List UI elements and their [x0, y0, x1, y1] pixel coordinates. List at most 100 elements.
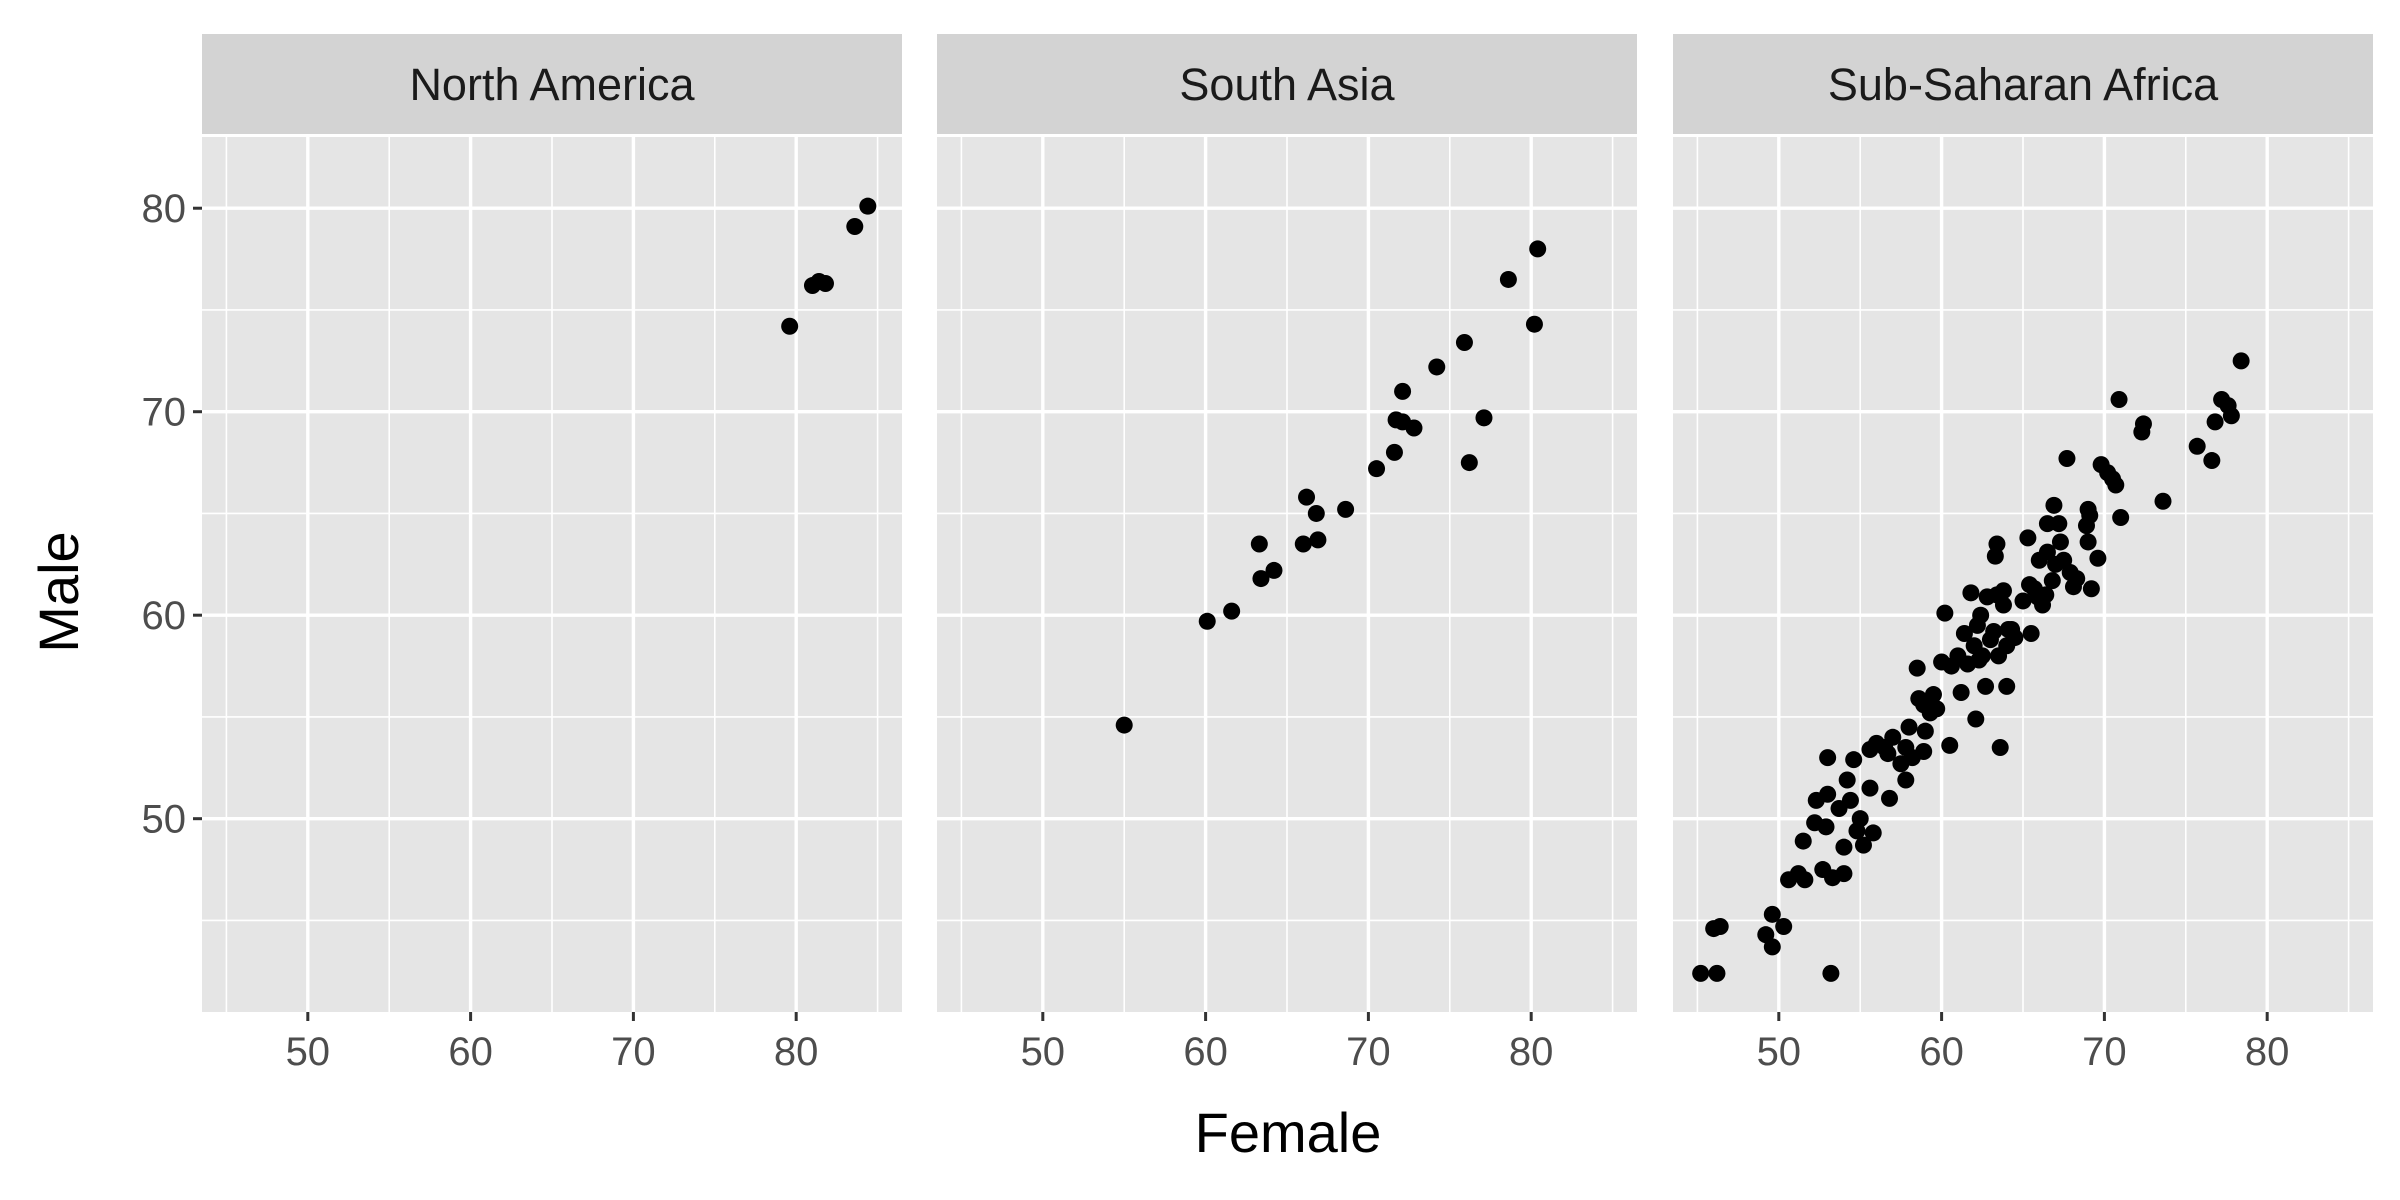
data-point: [1936, 604, 1954, 622]
data-point: [1252, 570, 1270, 588]
data-point: [846, 218, 864, 236]
data-point: [1817, 818, 1835, 836]
data-point: [1955, 625, 1973, 643]
data-point: [1405, 419, 1423, 437]
data-point: [2037, 586, 2055, 604]
data-point: [1822, 964, 1840, 982]
data-point: [1854, 836, 1872, 854]
data-point: [1838, 771, 1856, 789]
x-tick-label: 80: [774, 1030, 819, 1074]
data-point: [1385, 443, 1403, 461]
data-point: [1307, 504, 1325, 522]
data-point: [2014, 592, 2032, 610]
facet-strip-label: South Asia: [1179, 59, 1395, 110]
data-point: [2050, 515, 2068, 533]
data-point: [1851, 810, 1869, 828]
x-tick-label: 70: [1346, 1030, 1391, 1074]
data-point: [781, 317, 799, 335]
data-point: [1977, 677, 1995, 695]
data-point: [1198, 612, 1216, 630]
x-tick-label: 80: [2245, 1030, 2290, 1074]
x-axis-ticks: 50 60 70 80: [1021, 1012, 1554, 1074]
data-point: [1900, 718, 1918, 736]
x-tick-label: 70: [2082, 1030, 2127, 1074]
data-point: [2232, 352, 2250, 370]
data-point: [810, 272, 828, 290]
data-point: [2006, 629, 2024, 647]
data-point: [1884, 728, 1902, 746]
data-point: [1265, 561, 1283, 579]
data-point: [2068, 570, 2086, 588]
data-point: [1794, 832, 1812, 850]
x-tick-label: 60: [1183, 1030, 1228, 1074]
data-point: [1529, 240, 1547, 258]
data-point: [1337, 500, 1355, 518]
data-point: [1309, 531, 1327, 549]
data-point: [1763, 938, 1781, 956]
data-point: [1394, 382, 1412, 400]
data-point: [2089, 549, 2107, 567]
grid-lines: [1673, 137, 2373, 1012]
data-point: [2019, 529, 2037, 547]
panel-2: South Asia 50 60 70 80: [937, 34, 1637, 1074]
data-point: [2043, 572, 2061, 590]
data-points: [781, 197, 877, 335]
facet-strip-label: Sub-Saharan Africa: [1828, 59, 2219, 110]
data-point: [2079, 533, 2097, 551]
data-point: [1952, 684, 1970, 702]
data-point: [1962, 584, 1980, 602]
data-point: [1455, 334, 1473, 352]
data-point: [1879, 745, 1897, 763]
panel-3: Sub-Saharan Africa 50 60 70 80: [1673, 34, 2373, 1074]
data-point: [1763, 905, 1781, 923]
data-point: [1819, 785, 1837, 803]
data-point: [2058, 450, 2076, 468]
data-point: [1908, 659, 1926, 677]
data-point: [1967, 710, 1985, 728]
x-axis-title: Female: [1195, 1101, 1382, 1164]
data-point: [1708, 964, 1726, 982]
data-point: [2051, 533, 2069, 551]
data-point: [1928, 700, 1946, 718]
data-point: [1985, 622, 2003, 640]
data-point: [1835, 865, 1853, 883]
data-point: [1915, 743, 1933, 761]
data-point: [1711, 918, 1729, 936]
data-point: [1294, 535, 1312, 553]
data-point: [1499, 270, 1517, 288]
x-tick-label: 60: [448, 1030, 493, 1074]
data-point: [1924, 686, 1942, 704]
data-point: [1428, 358, 1446, 376]
data-point: [1115, 716, 1133, 734]
data-point: [2081, 506, 2099, 524]
data-points: [1692, 352, 2250, 982]
data-point: [2082, 580, 2100, 598]
data-point: [1941, 736, 1959, 754]
data-point: [1796, 871, 1814, 889]
x-axis-ticks: 50 60 70 80: [1757, 1012, 2290, 1074]
data-point: [2134, 415, 2152, 433]
data-point: [1841, 791, 1859, 809]
y-axis: 50 60 70 80: [142, 187, 202, 842]
x-tick-label: 50: [1757, 1030, 1802, 1074]
data-point: [1368, 460, 1386, 478]
x-tick-label: 50: [1021, 1030, 1066, 1074]
facet-strip-label: North America: [409, 59, 695, 110]
y-tick-label: 70: [142, 391, 187, 435]
data-point: [859, 197, 877, 215]
data-point: [2154, 492, 2172, 510]
data-point: [2222, 407, 2240, 425]
data-point: [1845, 751, 1863, 769]
data-point: [1916, 722, 1934, 740]
x-tick-label: 80: [1509, 1030, 1554, 1074]
data-point: [1973, 647, 1991, 665]
data-point: [1864, 824, 1882, 842]
facet-strip: [202, 34, 902, 134]
data-point: [1881, 789, 1899, 807]
data-point: [2112, 509, 2130, 527]
data-point: [1460, 454, 1478, 472]
grid-lines: [202, 137, 902, 1012]
x-tick-label: 50: [286, 1030, 331, 1074]
grid-lines: [937, 137, 1637, 1012]
